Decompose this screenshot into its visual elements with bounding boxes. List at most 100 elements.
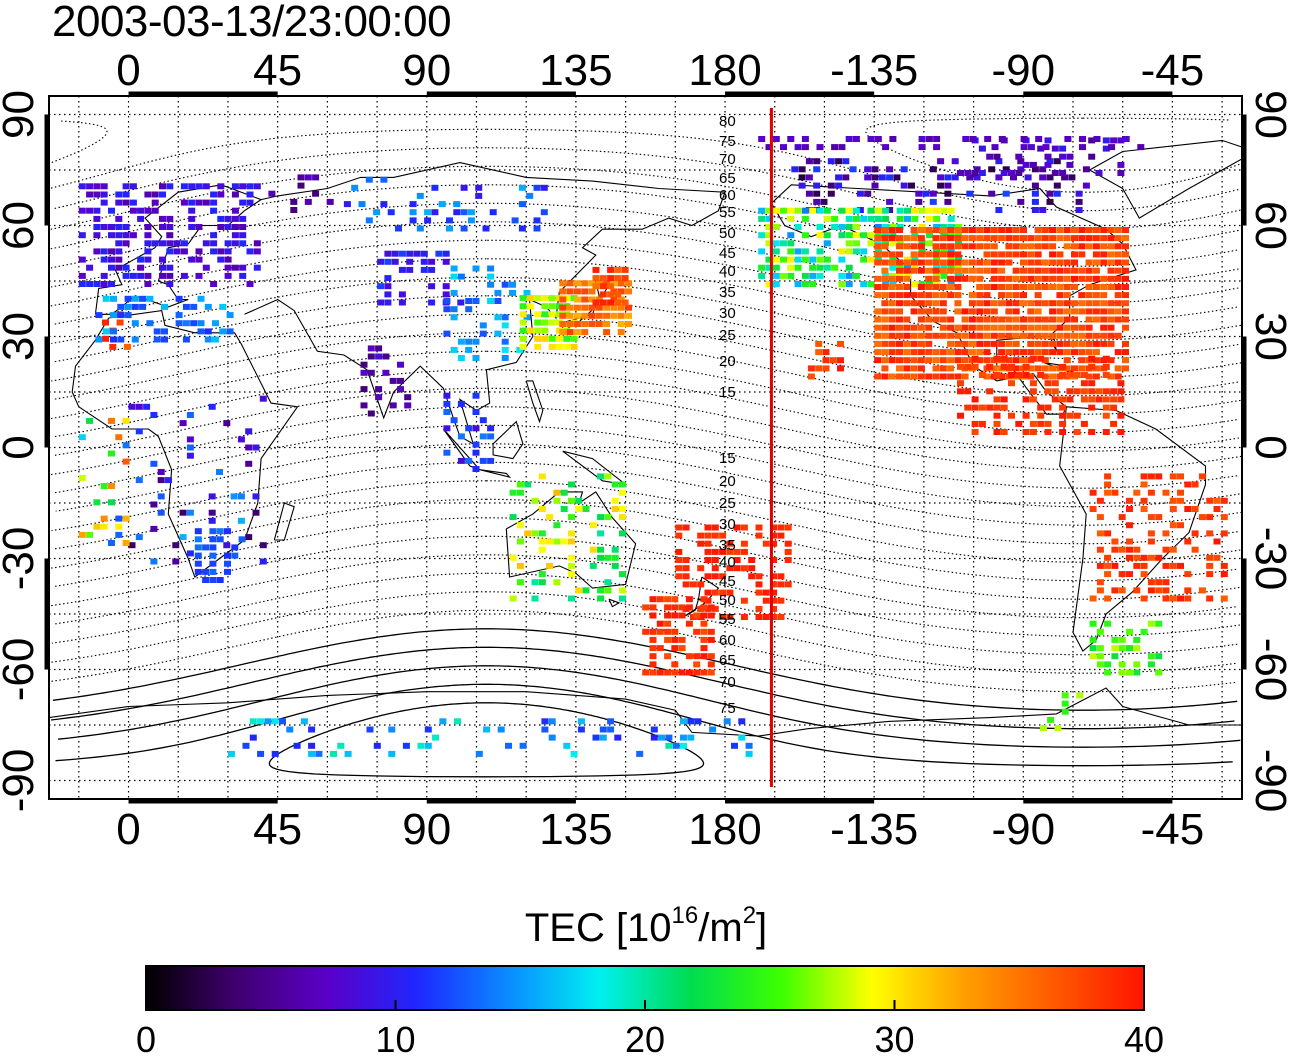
tec-cell (599, 734, 607, 741)
contour-line (52, 147, 1241, 230)
tec-cell (1206, 571, 1214, 578)
tec-cell (589, 546, 597, 553)
tec-cell (443, 298, 451, 304)
tec-cell (998, 251, 1006, 258)
tec-cell (1031, 198, 1039, 205)
tec-cell (108, 499, 115, 506)
tec-cell (1117, 412, 1125, 419)
tec-cell (607, 718, 615, 725)
coastline-path (273, 502, 295, 541)
tec-cell (711, 589, 719, 596)
tec-cell (772, 240, 780, 247)
tec-cell (559, 296, 567, 303)
tec-cell (939, 316, 947, 323)
tec-cell (242, 742, 250, 749)
tec-cell (903, 243, 911, 250)
tec-cell (1027, 373, 1035, 380)
contour-line (268, 702, 705, 778)
tec-cell (231, 544, 239, 551)
tec-cell (1088, 355, 1096, 362)
tec-cell (915, 190, 923, 197)
tec-cell (777, 532, 785, 539)
tec-cell (1102, 396, 1110, 403)
tec-cell (388, 726, 396, 733)
tec-cell (990, 235, 998, 242)
tec-cell (312, 190, 320, 197)
tec-cell (367, 369, 375, 376)
tec-cell (78, 474, 86, 481)
tec-cell (1056, 275, 1064, 282)
tec-cell (770, 540, 778, 547)
tec-cell (1177, 497, 1184, 504)
colorbar-label-exponent: 16 (671, 902, 699, 929)
tec-cell (874, 207, 882, 214)
tec-cell (245, 428, 253, 435)
tec-cell (845, 232, 853, 239)
tec-cell (78, 434, 86, 441)
tec-cell (1114, 259, 1122, 266)
tec-cell (604, 473, 612, 480)
tec-cell (166, 224, 174, 230)
contour-line (49, 117, 1240, 193)
tec-cell (108, 281, 115, 287)
tec-observations (78, 136, 1228, 757)
tec-cell (1126, 645, 1133, 652)
tec-cell (917, 243, 925, 250)
contour-line (53, 424, 1240, 508)
tec-cell (1177, 522, 1184, 529)
tec-cell (993, 412, 1001, 419)
top-lon-tick-label: -90 (991, 46, 1055, 95)
tec-cell (460, 225, 468, 232)
tec-cell (224, 240, 232, 247)
top-lon-tick-label: 90 (402, 46, 451, 95)
tec-cell (798, 174, 806, 181)
tec-cell (881, 259, 889, 266)
tec-cell (180, 183, 188, 190)
tec-cell (917, 284, 925, 290)
tec-cell (195, 272, 203, 279)
tec-cell (202, 264, 210, 271)
tec-cell (573, 304, 581, 311)
tec-cell (607, 291, 615, 298)
tec-cell (682, 573, 690, 580)
tec-cell (755, 589, 763, 596)
tec-cell (700, 645, 708, 652)
tec-cell (1155, 514, 1163, 521)
tec-cell (202, 544, 210, 551)
tec-cell (117, 312, 125, 319)
tec-cell (239, 215, 247, 222)
tec-cell (581, 304, 589, 311)
tec-cell (772, 272, 780, 279)
tec-cell (621, 299, 629, 306)
tec-cell (144, 240, 152, 247)
tec-cell (1140, 497, 1148, 504)
tec-cell (1051, 388, 1059, 395)
tec-cell (939, 332, 947, 339)
tec-cell (420, 258, 428, 265)
tec-cell (239, 264, 247, 271)
tec-cell (1111, 546, 1119, 553)
tec-cell (1031, 166, 1039, 173)
tec-cell (538, 571, 546, 578)
tec-cell (1046, 190, 1054, 197)
tec-cell (1034, 324, 1042, 331)
tec-cell (182, 303, 190, 310)
tec-cell (995, 158, 1003, 165)
tec-cell (968, 292, 976, 299)
tec-cell (1034, 251, 1042, 258)
tec-cell (944, 198, 952, 205)
tec-cell (740, 540, 748, 547)
tec-cell (1063, 259, 1071, 266)
tec-cell (932, 227, 940, 233)
tec-cell (1078, 308, 1086, 315)
tec-cell (129, 183, 137, 190)
tec-cell (246, 183, 254, 190)
tec-cell (523, 314, 531, 321)
tec-cell (672, 742, 680, 749)
tec-cell (180, 272, 188, 279)
tec-cell (835, 174, 843, 181)
tec-cell (100, 281, 108, 287)
tec-cell (893, 174, 901, 181)
tec-cell (1092, 349, 1100, 356)
tec-cell (929, 166, 937, 173)
